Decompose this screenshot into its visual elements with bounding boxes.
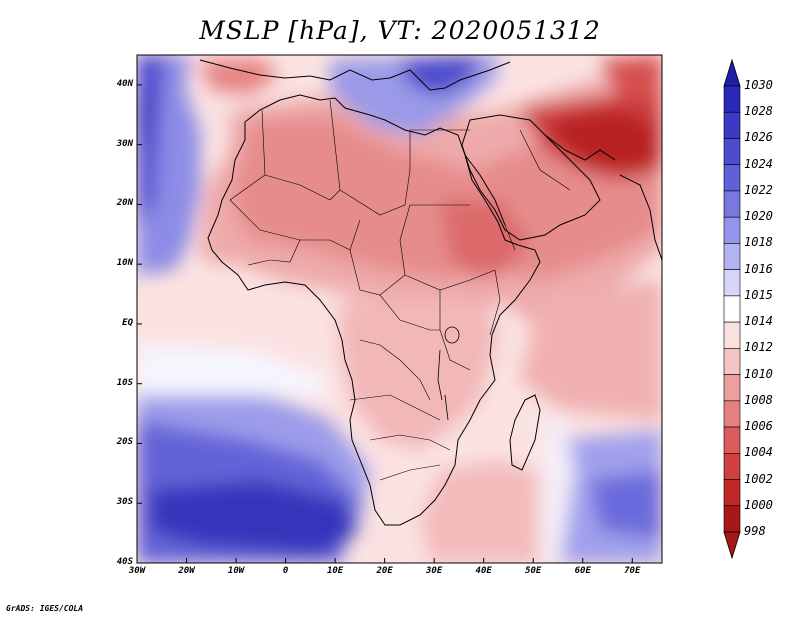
lat-label: 40S [116,557,133,567]
lat-label: 20S [116,437,133,448]
map-title: MSLP [hPa], VT: 2020051312 [199,16,601,45]
colorbar-segment [723,190,741,218]
colorbar-label: 1022 [744,182,773,197]
colorbar-segment [723,138,741,166]
colorbar [723,58,741,560]
colorbar-segment [723,426,741,454]
lon-label: 20E [376,566,393,576]
lat-label: 30N [116,138,133,149]
colorbar-label: 1008 [744,392,773,407]
lon-label: 60E [574,566,591,576]
colorbar-segment [723,348,741,375]
colorbar-segment [723,374,741,402]
pressure-field-shading [137,55,662,563]
colorbar-segment [723,111,741,139]
colorbar-label: 1028 [744,104,773,119]
axis-ticks [136,84,633,564]
colorbar-segment [723,164,741,192]
colorbar-label: 1026 [744,130,773,145]
lon-label: 50E [525,566,542,576]
colorbar-label: 1024 [744,156,773,171]
colorbar-label: 1012 [744,340,773,355]
colorbar-label: 1000 [744,497,773,512]
colorbar-label: 1018 [744,235,773,250]
colorbar-label: 1016 [744,261,773,276]
lon-label: 30W [128,566,146,576]
footer-credit: GrADS: IGES/COLA [6,604,84,613]
colorbar-label: 998 [744,524,766,538]
colorbar-segment [723,243,741,270]
colorbar-segment [723,321,741,349]
lon-label: 40E [475,566,492,576]
colorbar-label: 1002 [744,471,773,486]
colorbar-top-triangle [723,58,741,87]
colorbar-label: 1030 [744,78,773,92]
colorbar-segment [723,452,741,480]
lon-label: 10W [227,566,245,576]
colorbar-segment [723,295,741,323]
colorbar-segment [723,269,741,297]
lon-label: 20W [178,566,195,576]
lat-label: 30S [116,497,133,508]
coastlines [199,59,662,526]
colorbar-label: 1020 [744,209,773,224]
lon-label: 10E [326,566,344,576]
lon-label: 0 [282,566,289,576]
colorbar-segment [723,216,741,244]
colorbar-label: 1004 [744,445,773,460]
lon-label: 30E [426,566,443,576]
country-borders [229,99,571,481]
lat-label: 40N [116,78,133,89]
colorbar-segment [723,505,741,533]
lon-label: 70E [624,566,641,576]
lat-label: EQ [122,317,133,328]
map-frame [136,54,663,564]
lat-label: 10N [116,258,133,269]
colorbar-segment [723,400,741,428]
lat-label: 20N [116,198,133,209]
colorbar-segment [723,85,741,113]
colorbar-label: 1014 [744,314,773,329]
colorbar-segment [723,479,741,507]
colorbar-label: 1015 [744,287,773,302]
colorbar-bottom-triangle [723,531,741,560]
lat-label: 10S [116,377,133,388]
lakes [437,326,460,421]
colorbar-label: 1006 [744,419,773,434]
colorbar-label: 1010 [744,366,773,381]
